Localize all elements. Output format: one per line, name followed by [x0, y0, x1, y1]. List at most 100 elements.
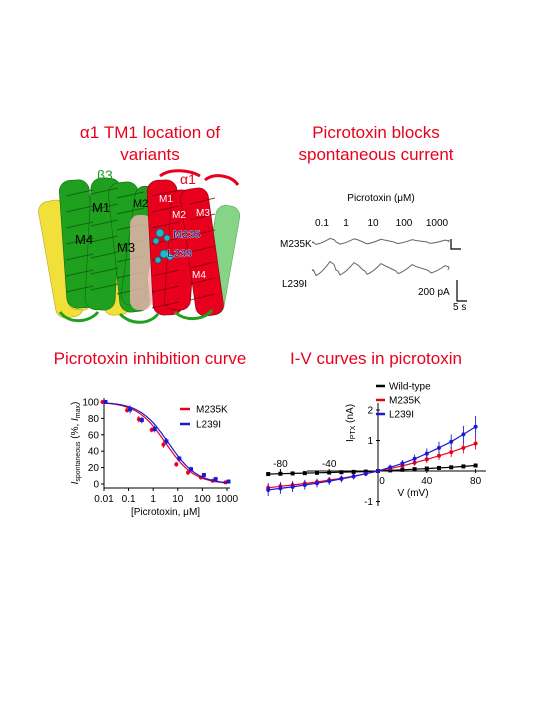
protein-structure-illustration [38, 169, 241, 324]
legend-label: M235K [389, 396, 421, 407]
x-tick-label: -80 [273, 459, 288, 470]
structure-panel-title-line2: variants [120, 145, 180, 164]
data-point [437, 453, 441, 458]
x-tick-label: 0.01 [94, 494, 114, 505]
data-point [449, 439, 454, 444]
data-point [290, 484, 295, 489]
x-axis-label: [Picrotoxin, μM] [131, 507, 200, 518]
legend-label: L239I [389, 410, 414, 421]
legend-label: L239I [196, 420, 221, 431]
data-point [424, 466, 429, 471]
x-tick-label: -40 [322, 459, 337, 470]
data-point [437, 465, 441, 470]
y-axis-label: IPTX (nA) [345, 404, 357, 442]
data-point [461, 464, 466, 469]
data-point [376, 469, 380, 473]
structure-panel: α1 TM1 location of variants β3 α1 M1 M2 … [38, 123, 241, 324]
x-tick-label: 0 [379, 476, 385, 487]
data-point [177, 456, 182, 461]
legend-label: M235K [196, 405, 228, 416]
trace-scale-bar-l239i [456, 280, 467, 302]
data-point [139, 418, 144, 423]
x-tick-label: 80 [470, 476, 482, 487]
x-axis-label: V (mV) [397, 488, 428, 499]
x-tick-label: 10 [172, 494, 184, 505]
inhibition-chart: 0.01 0.1 1 10 100 1000 0 20 40 60 80 100 [Picrotoxin… [70, 398, 239, 519]
legend-label: Wild-type [389, 382, 431, 393]
traces-panel-title-line2: spontaneous current [299, 145, 454, 164]
y-tick-label: 60 [88, 430, 100, 441]
data-point [266, 487, 271, 492]
data-point [128, 407, 133, 412]
helix-label-m3-alpha: M3 [196, 208, 210, 219]
trace-row-label-l239i: L239I [282, 279, 307, 290]
y-tick-label: 20 [88, 463, 100, 474]
data-point [327, 479, 332, 484]
concentration-label: 1 [343, 218, 349, 229]
trace-row-label-m235k: M235K [280, 239, 312, 250]
helix-label-m2-beta: M2 [133, 198, 148, 210]
data-point [103, 400, 108, 404]
data-point [363, 471, 368, 476]
data-point [161, 442, 166, 447]
concentration-label: 10 [367, 218, 379, 229]
traces-panel: Picrotoxin blocks spontaneous current Pi… [280, 123, 467, 313]
data-point [412, 456, 417, 461]
iv-panel-title: I-V curves in picrotoxin [290, 349, 462, 368]
data-point [339, 470, 344, 475]
residue-label-m235: M235 [173, 229, 201, 241]
helix-label-m3-beta: M3 [117, 240, 135, 255]
y-tick-label: 80 [88, 414, 100, 425]
data-point [424, 451, 429, 456]
data-point [339, 476, 344, 481]
x-tick-label: 1 [150, 494, 156, 505]
data-point [449, 450, 454, 455]
data-point [278, 471, 283, 476]
data-point [302, 483, 307, 488]
inhibition-panel: Picrotoxin inhibition curve 0.01 0.1 1 10 10… [54, 349, 247, 518]
scale-current-label: 200 pA [418, 287, 450, 298]
residue-label-l239: L239 [167, 248, 192, 260]
data-point [164, 439, 169, 444]
y-tick-label: 2 [367, 406, 373, 417]
fit-curve-l239i [103, 402, 228, 484]
inhibition-panel-title: Picrotoxin inhibition curve [54, 349, 247, 368]
x-tick-label: 100 [194, 494, 211, 505]
data-point [351, 469, 356, 474]
y-tick-label: 100 [82, 398, 99, 409]
helix-label-m1-beta: M1 [92, 200, 110, 215]
data-point [189, 467, 194, 472]
data-point [327, 470, 332, 475]
iv-panel: I-V curves in picrotoxin -80 -40 0 40 80 -1 1 2… [266, 349, 486, 508]
x-tick-label: 0.1 [122, 494, 136, 505]
data-point [412, 467, 417, 472]
data-point [424, 457, 429, 462]
y-axis-label: Ispontaneous (%, Imax) [70, 402, 82, 485]
data-point [461, 432, 466, 437]
helix-label-m1-alpha: M1 [159, 194, 173, 205]
x-tick-label: 1000 [216, 494, 239, 505]
data-point [152, 427, 157, 432]
data-point [213, 477, 218, 482]
data-point [266, 472, 271, 477]
iv-line-l239i [268, 426, 476, 491]
traces-panel-title-line1: Picrotoxin blocks [312, 123, 440, 142]
scale-time-label: 5 s [453, 302, 466, 313]
concentration-label: 0.1 [315, 218, 329, 229]
picrotoxin-conc-label: Picrotoxin (μM) [347, 193, 414, 204]
data-point [473, 424, 478, 429]
variant-residues [152, 228, 174, 264]
concentration-label: 1000 [426, 218, 449, 229]
x-tick-label: 40 [421, 476, 433, 487]
data-point [400, 467, 405, 472]
data-point [473, 441, 478, 446]
data-point [351, 474, 356, 479]
data-point [278, 486, 283, 491]
concentration-label: 100 [396, 218, 413, 229]
data-point [473, 463, 478, 468]
data-point [201, 472, 206, 477]
y-tick-label: 1 [367, 436, 373, 447]
data-point [290, 471, 295, 476]
data-point [315, 481, 319, 486]
alpha1-label: α1 [180, 171, 196, 187]
